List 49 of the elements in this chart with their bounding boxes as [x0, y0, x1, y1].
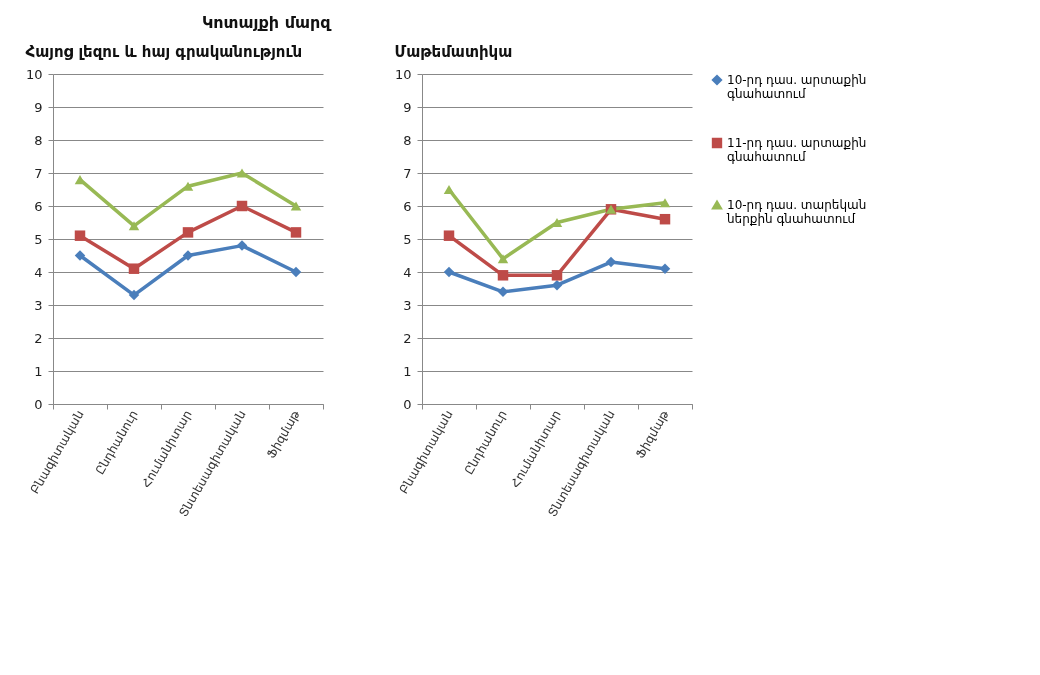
legend-label: 10-րդ դաս. արտաքին գնահատում [727, 73, 867, 101]
point [128, 289, 140, 301]
point [236, 168, 248, 178]
point [443, 230, 455, 241]
chart-title: Կոտայքի մարզ [201, 13, 333, 32]
y-tick-label: 1 [34, 363, 43, 379]
y-tick-label: 7 [403, 165, 412, 181]
y-tick-label: 4 [403, 264, 412, 280]
point [236, 240, 248, 251]
y-tick-label: 8 [34, 132, 43, 148]
point [551, 270, 563, 281]
chart-title: Մաթեմատիկա [394, 43, 513, 61]
y-tick-label: 9 [34, 99, 43, 115]
chart-subtitle: Հայոց լեզու և հայ գրականություն [25, 43, 303, 61]
point [443, 184, 455, 195]
point [290, 201, 302, 211]
point [182, 250, 194, 261]
y-tick-label: 10 [25, 66, 43, 82]
y-tick-label: 2 [403, 330, 412, 346]
y-tick-label: 10 [394, 66, 412, 82]
y-tick-label: 5 [34, 231, 43, 247]
y-tick-label: 4 [34, 264, 43, 280]
legend-label: 11-րդ դաս. արտաքին գնահատում [727, 136, 867, 164]
y-tick-label: 5 [403, 231, 412, 247]
point [128, 221, 140, 231]
y-tick-label: 7 [34, 165, 43, 181]
y-tick-label: 0 [34, 396, 43, 412]
y-tick-label: 6 [403, 198, 412, 214]
point [497, 254, 509, 264]
point [290, 227, 302, 238]
y-tick-label: 6 [34, 198, 43, 214]
point [659, 213, 671, 225]
y-tick-label: 9 [403, 99, 412, 115]
point [182, 227, 194, 238]
y-tick-label: 3 [34, 297, 43, 313]
y-tick-label: 8 [403, 132, 412, 148]
point [74, 250, 86, 261]
point [497, 270, 509, 281]
point [74, 230, 86, 241]
legend-label: 10-րդ դաս. տարեկան ներքին գնահատում [726, 198, 867, 226]
y-tick-label: 0 [403, 396, 412, 412]
point [659, 198, 671, 208]
point [236, 200, 248, 212]
y-tick-label: 2 [34, 330, 43, 346]
point [443, 266, 455, 278]
point [290, 266, 302, 278]
y-tick-label: 1 [403, 363, 412, 379]
point [128, 263, 140, 274]
y-tick-label: 3 [403, 297, 412, 313]
